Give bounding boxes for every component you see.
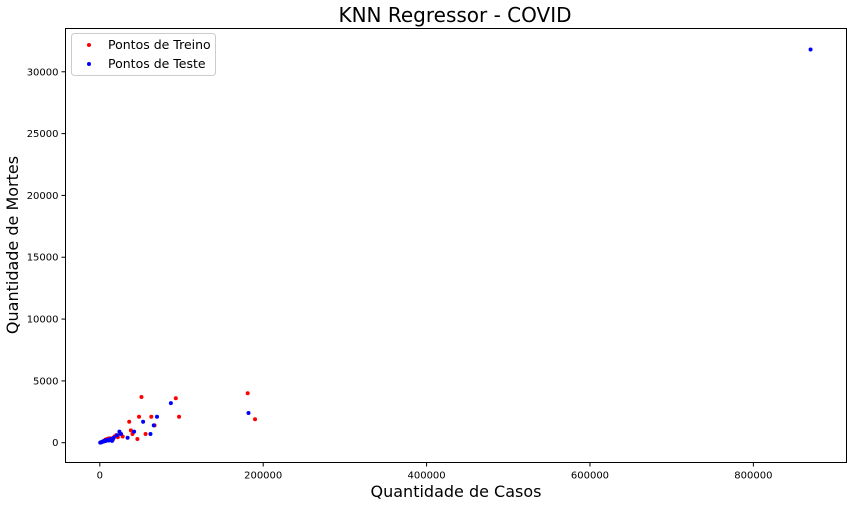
train-point (128, 428, 133, 433)
legend: Pontos de Treino Pontos de Teste (71, 33, 216, 76)
test-point (246, 411, 251, 416)
test-point (141, 419, 146, 424)
y-tick-label: 5000 (33, 376, 58, 387)
y-tick-label: 20000 (27, 191, 59, 202)
legend-item-train: Pontos de Treino (87, 37, 211, 52)
test-point (151, 423, 156, 428)
test-point (808, 47, 813, 52)
legend-marker-train (87, 43, 91, 47)
plot-area-frame (65, 28, 847, 463)
legend-box (71, 33, 216, 76)
test-point (125, 435, 130, 440)
y-tick-label: 0 (52, 438, 58, 449)
y-tick-label: 25000 (27, 129, 59, 140)
train-point (149, 414, 154, 419)
test-point (148, 432, 153, 437)
train-point (173, 396, 178, 401)
train-point (177, 414, 182, 419)
y-tick-label: 10000 (27, 315, 59, 326)
train-point (135, 437, 140, 442)
test-point (132, 429, 137, 434)
x-axis-label: Quantidade de Casos (371, 482, 542, 501)
legend-item-test: Pontos de Teste (87, 56, 206, 71)
x-tick-label: 0 (97, 471, 103, 482)
x-tick-label: 200000 (244, 471, 282, 482)
train-point (127, 419, 132, 424)
test-point (155, 414, 159, 419)
y-axis-label: Quantidade de Mortes (3, 156, 22, 334)
legend-label-train: Pontos de Treino (108, 37, 211, 52)
test-point (111, 435, 116, 440)
x-tick-label: 400000 (407, 471, 445, 482)
chart-title: KNN Regressor - COVID (338, 3, 571, 27)
train-point (245, 391, 250, 396)
test-point (119, 432, 124, 437)
train-point (137, 414, 142, 419)
y-tick-label: 15000 (27, 253, 59, 264)
legend-marker-test (87, 62, 91, 66)
y-axis-ticks: 0 5000 10000 15000 20000 25000 30000 (27, 67, 66, 449)
x-tick-label: 800000 (734, 471, 772, 482)
test-point (114, 433, 119, 438)
train-point (253, 417, 258, 422)
x-axis-ticks: 0 200000 400000 600000 800000 (97, 462, 772, 482)
data-points (98, 47, 813, 445)
legend-label-test: Pontos de Teste (108, 56, 206, 71)
y-tick-label: 30000 (27, 67, 59, 78)
test-point (168, 401, 173, 406)
train-point (143, 432, 148, 437)
train-point (139, 394, 144, 399)
test-point (110, 438, 115, 443)
x-tick-label: 600000 (571, 471, 609, 482)
